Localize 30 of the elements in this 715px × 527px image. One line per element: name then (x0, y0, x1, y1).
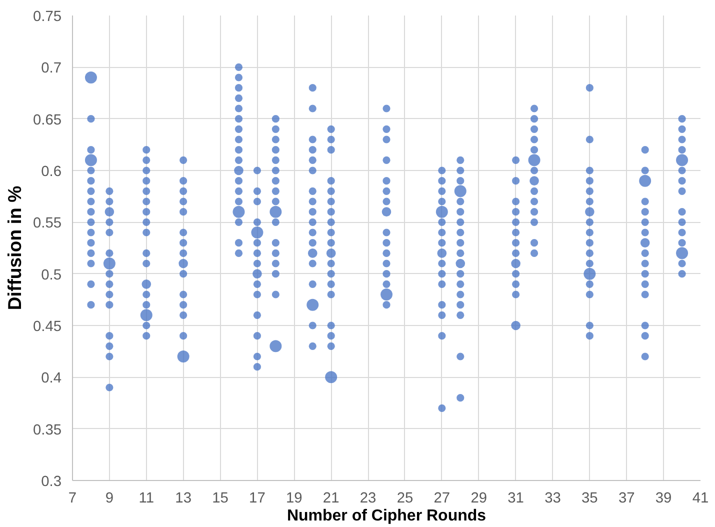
y-tick-label: 0.45 (32, 319, 62, 335)
x-tick-label: 37 (618, 490, 635, 506)
x-tick-label: 13 (175, 490, 192, 506)
y-tick-label: 0.35 (32, 422, 62, 438)
x-tick-label: 21 (322, 490, 340, 506)
x-tick-label: 35 (582, 490, 598, 506)
y-tick-label: 0.3 (41, 474, 62, 490)
x-tick-label: 17 (249, 490, 266, 506)
y-tick-label: 0.55 (32, 216, 62, 232)
x-tick-label: 27 (434, 490, 450, 506)
y-tick-label: 0.6 (41, 164, 62, 180)
x-tick-label: 33 (544, 490, 561, 506)
x-tick-label: 11 (138, 490, 154, 506)
y-tick-label: 0.65 (32, 112, 62, 128)
x-tick-label: 23 (360, 490, 376, 506)
y-tick-label: 0.7 (41, 60, 62, 77)
x-tick-label: 19 (286, 490, 302, 506)
x-tick-label: 7 (68, 490, 77, 506)
x-tick-label: 41 (692, 490, 709, 506)
x-axis-title: Number of Cipher Rounds (286, 508, 486, 524)
x-tick-label: 9 (105, 490, 114, 506)
y-tick-label: 0.75 (32, 9, 62, 25)
x-tick-label: 39 (655, 490, 672, 506)
y-tick-label: 0.5 (41, 267, 62, 284)
x-tick-label: 25 (396, 490, 414, 506)
x-tick-label: 29 (470, 490, 488, 506)
x-tick-label: 31 (508, 490, 524, 506)
x-tick-label: 15 (212, 490, 228, 506)
y-tick-label: 0.4 (41, 370, 62, 387)
y-axis-title: Diffusion in % (4, 185, 25, 310)
